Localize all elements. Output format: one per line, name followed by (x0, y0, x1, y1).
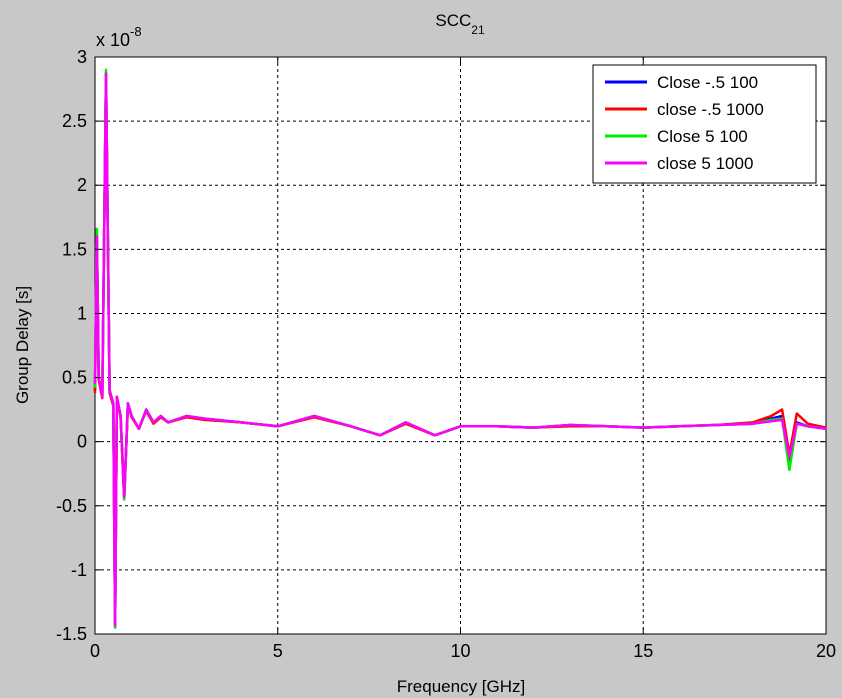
y-tick-label: 3 (77, 47, 87, 67)
y-exponent-power: -8 (130, 24, 142, 39)
x-tick-label: 15 (633, 641, 653, 661)
y-tick-label: -1.5 (56, 624, 87, 644)
y-tick-label: -0.5 (56, 496, 87, 516)
y-tick-label: 0 (77, 432, 87, 452)
chart-title: SCC21 (435, 11, 485, 37)
y-tick-label: -1 (71, 560, 87, 580)
series-line-4 (93, 72, 827, 627)
axes-layer: 0 5 10 15 20 -1.5 -1 -0.5 0 0.5 1 1.5 2 2.5 3 (56, 47, 836, 661)
chart-title-subscript: 21 (471, 23, 485, 37)
grid-layer (95, 57, 826, 634)
y-tick-label: 2.5 (62, 111, 87, 131)
y-tick-label: 1.5 (62, 239, 87, 259)
x-axis-label: Frequency [GHz] (397, 677, 526, 696)
y-exponent-base: x 10 (96, 30, 130, 50)
x-tick-label: 20 (816, 641, 836, 661)
legend: Close -.5 100 close -.5 1000 Close 5 100 cl… (592, 64, 817, 184)
legend-label: Close 5 100 (657, 127, 748, 146)
x-tick-label: 10 (450, 641, 470, 661)
chart-title-main: SCC (435, 11, 471, 30)
y-tick-label: 0.5 (62, 368, 87, 388)
y-exponent: x 10-8 (96, 24, 142, 50)
y-tick-label: 2 (77, 175, 87, 195)
legend-label: close -.5 1000 (657, 100, 764, 119)
y-axis-label: Group Delay [s] (13, 286, 32, 404)
x-tick-label: 0 (90, 641, 100, 661)
series-layer (93, 68, 827, 629)
x-tick-label: 5 (273, 641, 283, 661)
legend-label: Close -.5 100 (657, 73, 758, 92)
legend-label: close 5 1000 (657, 154, 753, 173)
y-tick-label: 1 (77, 303, 87, 323)
